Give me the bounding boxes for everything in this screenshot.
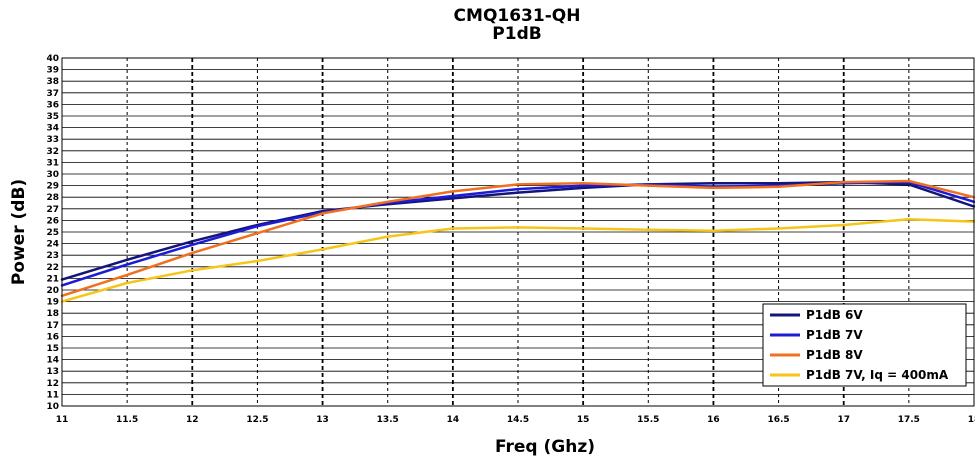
- y-tick-label: 40: [46, 54, 59, 64]
- y-tick-label: 17: [46, 321, 59, 331]
- legend-box: [762, 303, 967, 387]
- y-tick-label: 35: [46, 112, 59, 122]
- series-line: [60, 179, 975, 298]
- chart-series: [60, 179, 975, 303]
- x-tick-label: 11.5: [116, 415, 138, 425]
- y-tick-label: 24: [46, 240, 59, 250]
- x-tick-label: 13: [316, 415, 329, 425]
- plot-area-border: [61, 57, 975, 407]
- y-tick-label: 27: [46, 205, 59, 215]
- y-tick-label: 37: [46, 89, 59, 99]
- x-tick-label: 15.5: [637, 415, 659, 425]
- legend-entry: P1dB 7V: [806, 328, 863, 342]
- x-axis-ticks: 11 11.5 12 12.5 13 13.5 14 14.5 15 15.5 16 16.5 17 17…: [56, 415, 975, 425]
- x-tick-label: 13.5: [377, 415, 399, 425]
- y-tick-label: 25: [46, 228, 59, 238]
- x-tick-label: 16: [707, 415, 720, 425]
- y-tick-label: 16: [46, 332, 59, 342]
- y-tick-label: 28: [46, 193, 59, 203]
- y-tick-label: 33: [46, 135, 59, 145]
- x-tick-label: 11: [56, 415, 69, 425]
- y-tick-label: 19: [46, 298, 59, 308]
- x-tick-label: 16.5: [767, 415, 789, 425]
- x-axis-label: Freq (Ghz): [495, 437, 595, 457]
- y-tick-label: 14: [46, 356, 59, 366]
- x-tick-label: 18: [968, 415, 975, 425]
- chart-legend: P1dB 6V P1dB 7V P1dB 8V P1dB 7V, Iq = 400mA: [762, 303, 967, 387]
- legend-entry: P1dB 8V: [806, 348, 863, 362]
- y-tick-label: 15: [46, 344, 59, 354]
- y-tick-label: 11: [46, 390, 59, 400]
- y-tick-label: 26: [46, 216, 59, 226]
- y-tick-label: 38: [46, 77, 59, 87]
- y-tick-label: 34: [46, 124, 59, 134]
- y-tick-label: 22: [46, 263, 59, 273]
- x-tick-label: 12.5: [246, 415, 268, 425]
- y-tick-label: 32: [46, 147, 59, 157]
- y-tick-label: 10: [46, 402, 59, 412]
- chart-title: CMQ1631-QH: [454, 6, 581, 26]
- y-tick-label: 12: [46, 379, 59, 389]
- x-tick-label: 17.5: [898, 415, 920, 425]
- x-tick-label: 15: [577, 415, 590, 425]
- y-tick-label: 23: [46, 251, 59, 261]
- y-tick-label: 36: [46, 100, 59, 110]
- y-tick-label: 20: [46, 286, 59, 296]
- y-tick-label: 39: [46, 66, 59, 76]
- y-tick-label: 18: [46, 309, 59, 319]
- y-tick-label: 13: [46, 367, 59, 377]
- legend-entry: P1dB 7V, Iq = 400mA: [806, 368, 949, 382]
- y-tick-label: 21: [46, 274, 59, 284]
- x-tick-label: 14: [447, 415, 460, 425]
- y-axis-label: Power (dB): [9, 179, 29, 285]
- x-tick-label: 12: [186, 415, 199, 425]
- x-tick-label: 17: [837, 415, 850, 425]
- legend-entry: P1dB 6V: [806, 308, 863, 322]
- y-tick-label: 29: [46, 182, 59, 192]
- series-line: [60, 217, 975, 303]
- y-tick-label: 30: [46, 170, 59, 180]
- y-tick-label: 31: [46, 158, 59, 168]
- chart-subtitle: P1dB: [492, 24, 541, 44]
- x-tick-label: 14.5: [507, 415, 529, 425]
